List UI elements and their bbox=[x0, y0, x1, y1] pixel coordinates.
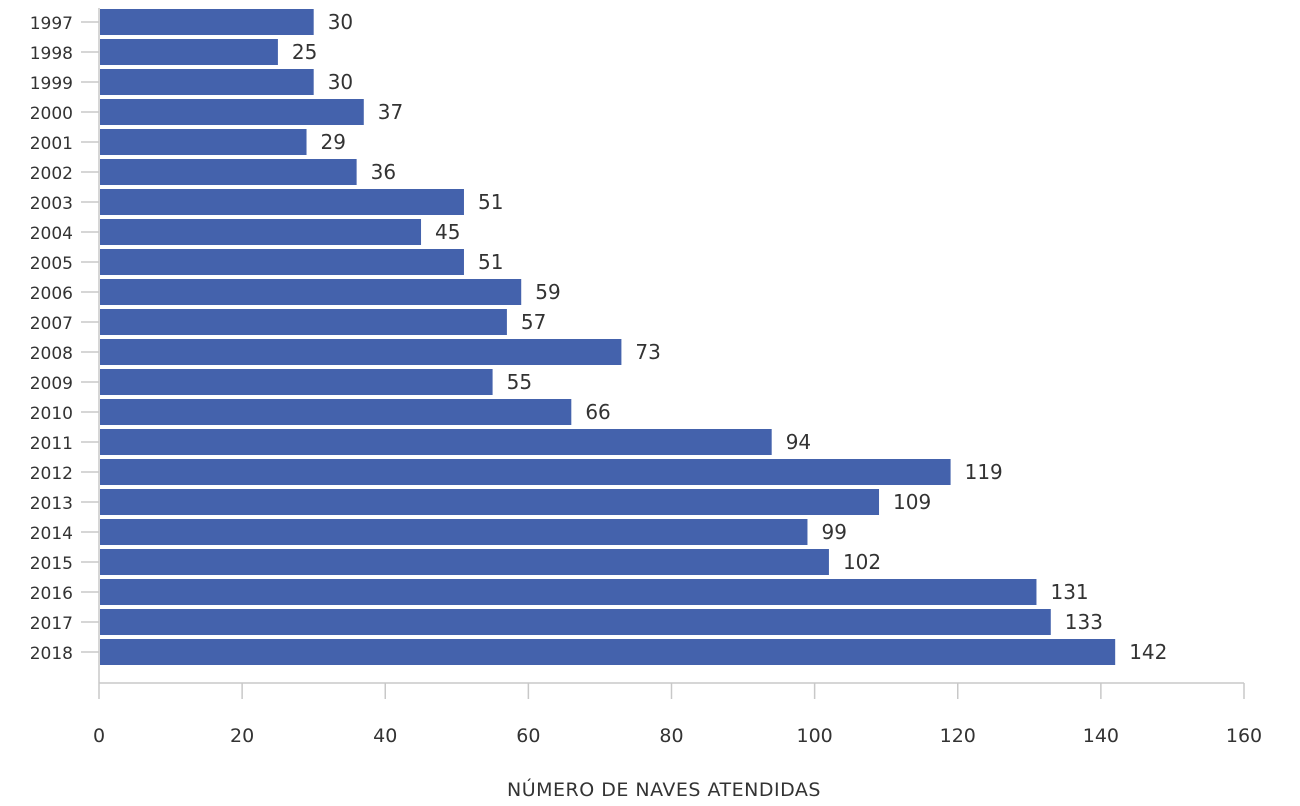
x-tick-label-140: 140 bbox=[1083, 725, 1119, 747]
y-tick-label-2015: 2015 bbox=[30, 554, 73, 574]
y-tick-label-2008: 2008 bbox=[30, 344, 73, 364]
bar-2008 bbox=[100, 339, 622, 365]
x-axis-title: NÚMERO DE NAVES ATENDIDAS bbox=[507, 777, 821, 801]
bar-1998 bbox=[100, 39, 278, 65]
value-label-2014: 99 bbox=[821, 520, 846, 544]
bar-1997 bbox=[100, 9, 314, 35]
y-tick-label-2009: 2009 bbox=[30, 374, 73, 394]
value-labels-group: 30 25 30 37 29 36 51 45 51 59 57 73 55 66 94 119 109 99 10… bbox=[292, 10, 1167, 664]
value-label-2017: 133 bbox=[1065, 610, 1103, 634]
bar-2014 bbox=[100, 519, 808, 545]
value-label-2007: 57 bbox=[521, 310, 546, 334]
x-tick-label-60: 60 bbox=[516, 725, 540, 747]
y-tick-label-2011: 2011 bbox=[30, 434, 73, 454]
x-tick-label-80: 80 bbox=[659, 725, 683, 747]
bar-2017 bbox=[100, 609, 1051, 635]
value-label-2006: 59 bbox=[535, 280, 560, 304]
y-tick-label-2010: 2010 bbox=[30, 404, 73, 424]
x-tick-label-0: 0 bbox=[93, 725, 105, 747]
value-label-2015: 102 bbox=[843, 550, 881, 574]
value-label-2003: 51 bbox=[478, 190, 503, 214]
bar-2000 bbox=[100, 99, 364, 125]
bar-2007 bbox=[100, 309, 507, 335]
y-tick-label-2007: 2007 bbox=[30, 314, 73, 334]
x-tick-label-20: 20 bbox=[230, 725, 254, 747]
bar-2011 bbox=[100, 429, 772, 455]
y-tick-label-1997: 1997 bbox=[30, 14, 73, 34]
bar-2009 bbox=[100, 369, 493, 395]
bar-2016 bbox=[100, 579, 1037, 605]
x-tick-label-160: 160 bbox=[1226, 725, 1262, 747]
value-label-2018: 142 bbox=[1129, 640, 1167, 664]
y-tick-label-2017: 2017 bbox=[30, 614, 73, 634]
bar-2002 bbox=[100, 159, 357, 185]
value-label-2008: 73 bbox=[635, 340, 660, 364]
x-axis: 0 20 40 60 80 100 120 140 160 bbox=[93, 682, 1262, 747]
y-tick-label-2001: 2001 bbox=[30, 134, 73, 154]
y-tick-label-2014: 2014 bbox=[30, 524, 73, 544]
bar-2005 bbox=[100, 249, 464, 275]
value-label-2001: 29 bbox=[321, 130, 346, 154]
bar-2012 bbox=[100, 459, 951, 485]
value-label-2012: 119 bbox=[965, 460, 1003, 484]
y-tick-label-2018: 2018 bbox=[30, 644, 73, 664]
bar-1999 bbox=[100, 69, 314, 95]
value-label-2016: 131 bbox=[1050, 580, 1088, 604]
bar-2015 bbox=[100, 549, 829, 575]
x-tick-label-100: 100 bbox=[796, 725, 832, 747]
value-label-2011: 94 bbox=[786, 430, 811, 454]
y-tick-label-2016: 2016 bbox=[30, 584, 73, 604]
y-tick-label-1999: 1999 bbox=[30, 74, 73, 94]
y-tick-label-2000: 2000 bbox=[30, 104, 73, 124]
y-axis: 1997 1998 1999 2000 2001 2002 2003 2004 2005 2006… bbox=[30, 8, 100, 683]
bar-2010 bbox=[100, 399, 572, 425]
x-tick-label-40: 40 bbox=[373, 725, 397, 747]
y-tick-label-1998: 1998 bbox=[30, 44, 73, 64]
x-tick-label-120: 120 bbox=[940, 725, 976, 747]
y-tick-label-2013: 2013 bbox=[30, 494, 73, 514]
value-label-2000: 37 bbox=[378, 100, 403, 124]
value-label-1999: 30 bbox=[328, 70, 353, 94]
bar-2004 bbox=[100, 219, 422, 245]
value-label-2010: 66 bbox=[585, 400, 610, 424]
bars-group bbox=[100, 9, 1116, 665]
bar-2006 bbox=[100, 279, 522, 305]
bar-2013 bbox=[100, 489, 880, 515]
y-tick-label-2002: 2002 bbox=[30, 164, 73, 184]
value-label-2004: 45 bbox=[435, 220, 460, 244]
bar-2003 bbox=[100, 189, 464, 215]
y-tick-label-2004: 2004 bbox=[30, 224, 73, 244]
value-label-1997: 30 bbox=[328, 10, 353, 34]
y-tick-label-2003: 2003 bbox=[30, 194, 73, 214]
bar-2001 bbox=[100, 129, 307, 155]
value-label-2013: 109 bbox=[893, 490, 931, 514]
value-label-2002: 36 bbox=[371, 160, 396, 184]
value-label-1998: 25 bbox=[292, 40, 317, 64]
y-tick-label-2006: 2006 bbox=[30, 284, 73, 304]
y-tick-label-2012: 2012 bbox=[30, 464, 73, 484]
y-tick-label-2005: 2005 bbox=[30, 254, 73, 274]
value-label-2005: 51 bbox=[478, 250, 503, 274]
bar-2018 bbox=[100, 639, 1116, 665]
value-label-2009: 55 bbox=[507, 370, 532, 394]
